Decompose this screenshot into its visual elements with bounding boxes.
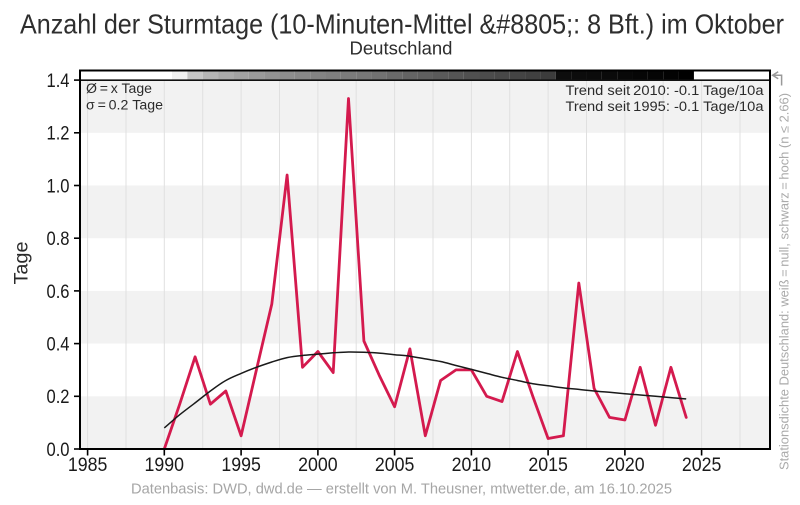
svg-text:Trend seit 2010: -0.1 Tage/10a: Trend seit 2010: -0.1 Tage/10a (566, 83, 765, 98)
svg-text:Tage: Tage (11, 242, 33, 285)
svg-text:2010: 2010 (452, 455, 492, 476)
svg-text:Anzahl der Sturmtage (10-Minut: Anzahl der Sturmtage (10-Minuten-Mittel … (20, 9, 784, 40)
svg-text:0.8: 0.8 (47, 229, 70, 250)
svg-text:1985: 1985 (68, 455, 108, 476)
svg-text:Datenbasis: DWD, dwd.de — erst: Datenbasis: DWD, dwd.de — erstellt von M… (131, 481, 672, 497)
svg-text:Trend seit 1995: -0.1 Tage/10a: Trend seit 1995: -0.1 Tage/10a (566, 99, 765, 114)
svg-text:0.6: 0.6 (47, 282, 70, 303)
svg-text:2025: 2025 (682, 455, 722, 476)
svg-text:2020: 2020 (605, 455, 645, 476)
svg-text:σ = 0.2 Tage: σ = 0.2 Tage (86, 98, 163, 113)
svg-text:Stationsdichte Deutschland: we: Stationsdichte Deutschland: weiß = null,… (778, 93, 792, 470)
svg-text:0.0: 0.0 (47, 440, 70, 461)
svg-text:2000: 2000 (298, 455, 338, 476)
svg-text:0.4: 0.4 (47, 335, 70, 356)
svg-text:Deutschland: Deutschland (350, 38, 453, 58)
svg-text:1.0: 1.0 (47, 176, 70, 197)
svg-text:1990: 1990 (145, 455, 185, 476)
svg-text:1.4: 1.4 (47, 71, 70, 92)
svg-text:0.2: 0.2 (47, 387, 70, 408)
svg-text:Ø = x Tage: Ø = x Tage (86, 81, 152, 96)
svg-text:1.2: 1.2 (47, 124, 70, 145)
svg-text:1995: 1995 (221, 455, 261, 476)
svg-text:2005: 2005 (375, 455, 415, 476)
svg-text:2015: 2015 (528, 455, 568, 476)
